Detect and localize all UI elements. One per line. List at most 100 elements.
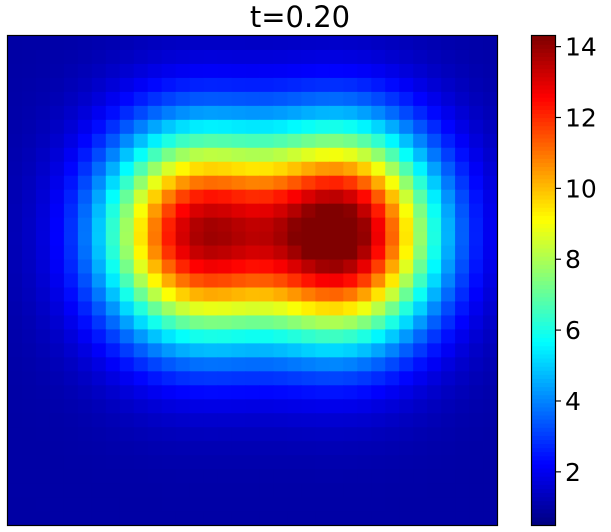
heatmap-cell	[8, 343, 23, 358]
heatmap-cell	[357, 399, 372, 414]
heatmap-cell	[385, 105, 400, 121]
heatmap-cell	[343, 91, 358, 107]
heatmap-cell	[77, 161, 93, 177]
heatmap-cell	[399, 357, 414, 372]
heatmap-cell	[441, 371, 456, 386]
heatmap-cell	[119, 189, 135, 205]
heatmap-cell	[371, 357, 386, 372]
colorbar-segment	[532, 402, 555, 408]
heatmap-cell	[427, 343, 442, 358]
heatmap-cell	[245, 469, 261, 484]
colorbar-segment	[532, 276, 555, 282]
heatmap-cell	[175, 301, 191, 317]
heatmap-cell	[231, 385, 247, 400]
heatmap-cell	[21, 217, 37, 233]
heatmap-cell	[455, 119, 470, 135]
heatmap-cell	[329, 161, 344, 177]
colorbar-segment	[532, 337, 555, 343]
heatmap-cell	[399, 49, 414, 65]
heatmap-cell	[231, 329, 247, 344]
heatmap-cell	[301, 36, 316, 51]
heatmap-cell	[91, 371, 107, 386]
colorbar-segment	[532, 97, 555, 102]
heatmap-cell	[287, 189, 302, 205]
colorbar-segment	[532, 101, 555, 106]
heatmap-cell	[119, 455, 135, 470]
heatmap-cell	[175, 343, 191, 358]
heatmap-cell	[357, 189, 372, 205]
heatmap-cell	[161, 231, 177, 247]
heatmap-cell	[469, 287, 484, 303]
heatmap-cell	[259, 329, 275, 344]
heatmap-cell	[63, 301, 79, 317]
heatmap-cell	[105, 273, 121, 289]
heatmap-cell	[189, 245, 205, 261]
heatmap-cell	[91, 343, 107, 358]
heatmap-cell	[455, 371, 470, 386]
heatmap-cell	[287, 469, 302, 484]
heatmap-cell	[259, 301, 275, 317]
heatmap-cell	[385, 231, 400, 247]
heatmap-cell	[259, 455, 275, 470]
heatmap-cell	[483, 203, 498, 219]
heatmap-cell	[427, 511, 442, 526]
heatmap-cell	[203, 203, 219, 219]
heatmap-cell	[343, 161, 358, 177]
heatmap-cell	[189, 133, 205, 149]
heatmap-cell	[245, 175, 261, 191]
heatmap-cell	[427, 483, 442, 498]
heatmap-cell	[343, 36, 358, 51]
heatmap-cell	[273, 483, 289, 498]
heatmap-cell	[371, 245, 386, 261]
heatmap-cell	[49, 259, 65, 275]
heatmap-cell	[119, 315, 135, 330]
heatmap-cell	[371, 329, 386, 344]
heatmap-cell	[385, 147, 400, 163]
heatmap-cell	[231, 301, 247, 317]
heatmap-cell	[441, 329, 456, 344]
heatmap-cell	[245, 77, 261, 93]
colorbar-tick-label: 6	[565, 316, 581, 345]
heatmap-cell	[357, 469, 372, 484]
heatmap-cell	[483, 147, 498, 163]
heatmap-cell	[469, 399, 484, 414]
colorbar-segment	[532, 170, 555, 176]
heatmap-cell	[91, 175, 107, 191]
heatmap-cell	[301, 77, 316, 93]
heatmap-cell	[147, 91, 163, 107]
heatmap-cell	[469, 217, 484, 233]
heatmap-cell	[147, 161, 163, 177]
heatmap-cell	[469, 497, 484, 512]
heatmap-cell	[105, 77, 121, 93]
heatmap-cell	[119, 301, 135, 317]
heatmap-cell	[245, 147, 261, 163]
heatmap-cell	[161, 399, 177, 414]
heatmap-cell	[77, 455, 93, 470]
heatmap-cell	[343, 469, 358, 484]
heatmap-cell	[483, 217, 498, 233]
heatmap-cell	[217, 259, 233, 275]
heatmap-cell	[119, 511, 135, 526]
heatmap-cell	[343, 315, 358, 330]
heatmap-cell	[301, 427, 316, 442]
heatmap-cell	[203, 315, 219, 330]
heatmap-cell	[371, 175, 386, 191]
heatmap-cell	[301, 273, 316, 289]
heatmap-cell	[287, 483, 302, 498]
heatmap-cell	[399, 455, 414, 470]
heatmap-cell	[147, 371, 163, 386]
heatmap-cell	[133, 441, 149, 456]
heatmap-cell	[273, 161, 289, 177]
heatmap-cell	[189, 315, 205, 330]
heatmap-cell	[63, 119, 79, 135]
heatmap-cell	[147, 217, 163, 233]
colorbar-segment	[532, 378, 555, 383]
heatmap-cell	[385, 441, 400, 456]
heatmap-cell	[273, 175, 289, 191]
heatmap-cell	[483, 483, 498, 498]
heatmap-cell	[175, 259, 191, 275]
heatmap-cell	[49, 469, 65, 484]
colorbar-segment	[532, 423, 555, 428]
heatmap-cell	[161, 329, 177, 344]
heatmap-cell	[413, 63, 428, 79]
